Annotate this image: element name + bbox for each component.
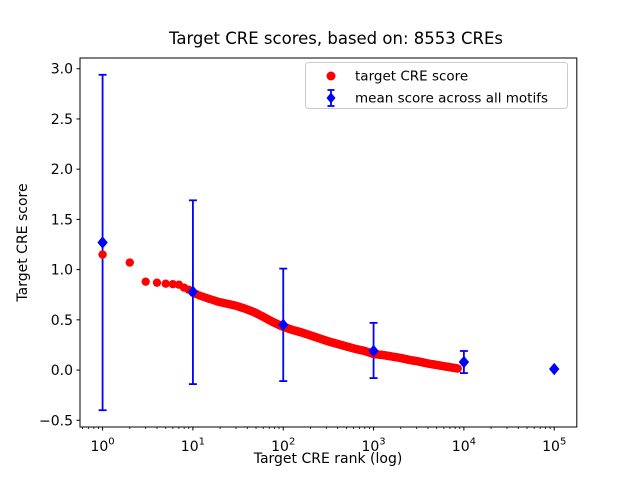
- y-tick-label: 0.5: [51, 313, 73, 329]
- target-score-dot: [453, 364, 462, 373]
- y-tick-label: 3.0: [51, 62, 73, 78]
- axes: [76, 57, 578, 431]
- legend: target CRE score mean score across all m…: [305, 62, 568, 109]
- target-score-dot: [161, 279, 170, 288]
- target-score-dot: [98, 250, 107, 259]
- y-tick-label: −0.5: [39, 413, 73, 429]
- y-tick-label: 2.5: [51, 112, 73, 128]
- target-score-dot: [168, 279, 178, 289]
- mean-score-diamond: [278, 318, 289, 332]
- mean-score-diamond: [368, 344, 379, 358]
- legend-mean-marker-icon: [326, 89, 336, 107]
- plot-frame: [79, 57, 578, 428]
- tick-labels: 100 101 102 103 104 105−0.50.00.51.01.52.02.5…: [39, 62, 566, 455]
- y-axis-label: Target CRE score: [15, 183, 31, 302]
- target-score-dot: [152, 278, 162, 287]
- x-tick-label: 100: [90, 437, 114, 456]
- y-tick-label: 2.0: [51, 162, 73, 178]
- y-tick-label: 1.5: [51, 212, 73, 228]
- mean-score-diamond: [187, 285, 199, 298]
- legend-target-marker-icon: [326, 71, 336, 81]
- target-score-dot: [125, 258, 134, 267]
- x-tick-label: 105: [542, 437, 566, 456]
- legend-label-target: target CRE score: [355, 69, 468, 85]
- x-tick-label: 101: [181, 437, 205, 456]
- mean-score-diamond: [458, 355, 470, 369]
- y-tick-label: 1.0: [51, 263, 73, 279]
- target-score-points: [98, 250, 462, 373]
- x-axis-label: Target CRE rank (log): [253, 451, 403, 467]
- mean-score-diamond: [97, 236, 108, 249]
- target-score-dot: [141, 277, 150, 286]
- legend-box: [305, 62, 568, 109]
- legend-label-mean: mean score across all motifs: [355, 91, 548, 107]
- mean-score-diamond: [549, 362, 560, 376]
- x-tick-label: 104: [452, 437, 476, 456]
- y-tick-label: 0.0: [51, 363, 73, 379]
- mean-score-points: [97, 236, 560, 376]
- chart-title: Target CRE scores, based on: 8553 CREs: [168, 29, 503, 48]
